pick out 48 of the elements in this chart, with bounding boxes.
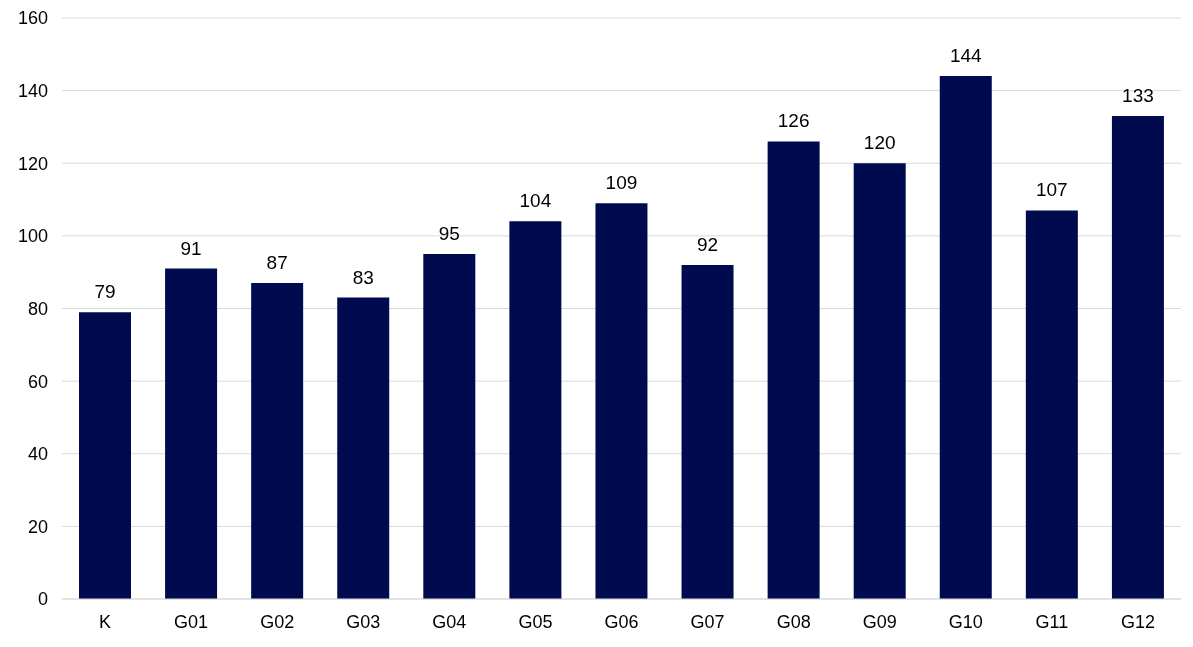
x-tick-label: G01 bbox=[174, 611, 209, 632]
y-tick-label: 0 bbox=[37, 589, 48, 610]
bar bbox=[853, 163, 906, 599]
x-tick-label: G07 bbox=[690, 611, 725, 632]
bar bbox=[165, 268, 218, 599]
bar bbox=[767, 141, 820, 599]
x-tick-label: G11 bbox=[1035, 611, 1069, 632]
bar bbox=[423, 254, 476, 599]
data-label: 91 bbox=[180, 237, 202, 259]
bar bbox=[337, 297, 390, 599]
y-tick-label: 60 bbox=[27, 371, 48, 392]
y-tick-label: 120 bbox=[17, 153, 48, 174]
y-tick-label: 80 bbox=[27, 298, 48, 319]
bar bbox=[509, 221, 562, 599]
x-tick-label: G12 bbox=[1120, 611, 1155, 632]
x-tick-label: G09 bbox=[862, 611, 897, 632]
x-tick-label: G04 bbox=[432, 611, 467, 632]
data-label: 92 bbox=[696, 233, 719, 255]
data-label: 109 bbox=[605, 172, 638, 194]
x-tick-label: G05 bbox=[518, 611, 553, 632]
y-tick-label: 40 bbox=[27, 444, 48, 465]
data-label: 87 bbox=[266, 252, 288, 274]
x-tick-label: G10 bbox=[948, 611, 983, 632]
data-label: 79 bbox=[94, 281, 116, 303]
bar bbox=[595, 203, 648, 599]
y-tick-label: 20 bbox=[27, 516, 48, 537]
bar bbox=[681, 264, 734, 599]
bar bbox=[1025, 210, 1078, 599]
data-label: 83 bbox=[352, 266, 374, 288]
data-label: 133 bbox=[1122, 85, 1154, 107]
data-label: 126 bbox=[777, 110, 810, 132]
bar bbox=[251, 283, 304, 599]
x-tick-label: G08 bbox=[776, 611, 811, 632]
bar bbox=[1111, 116, 1164, 599]
x-tick-label: K bbox=[99, 611, 112, 632]
x-tick-label: G03 bbox=[346, 611, 381, 632]
y-tick-label: 140 bbox=[17, 81, 48, 102]
data-label: 120 bbox=[863, 132, 896, 154]
x-tick-label: G06 bbox=[604, 611, 639, 632]
bar bbox=[939, 76, 992, 599]
y-tick-label: 100 bbox=[17, 226, 48, 247]
y-tick-label: 160 bbox=[17, 8, 48, 29]
data-label: 107 bbox=[1035, 179, 1068, 201]
x-tick-label: G02 bbox=[260, 611, 295, 632]
data-label: 104 bbox=[519, 190, 552, 212]
bar bbox=[79, 312, 131, 599]
data-label: 144 bbox=[949, 45, 983, 67]
data-label: 95 bbox=[438, 223, 460, 245]
